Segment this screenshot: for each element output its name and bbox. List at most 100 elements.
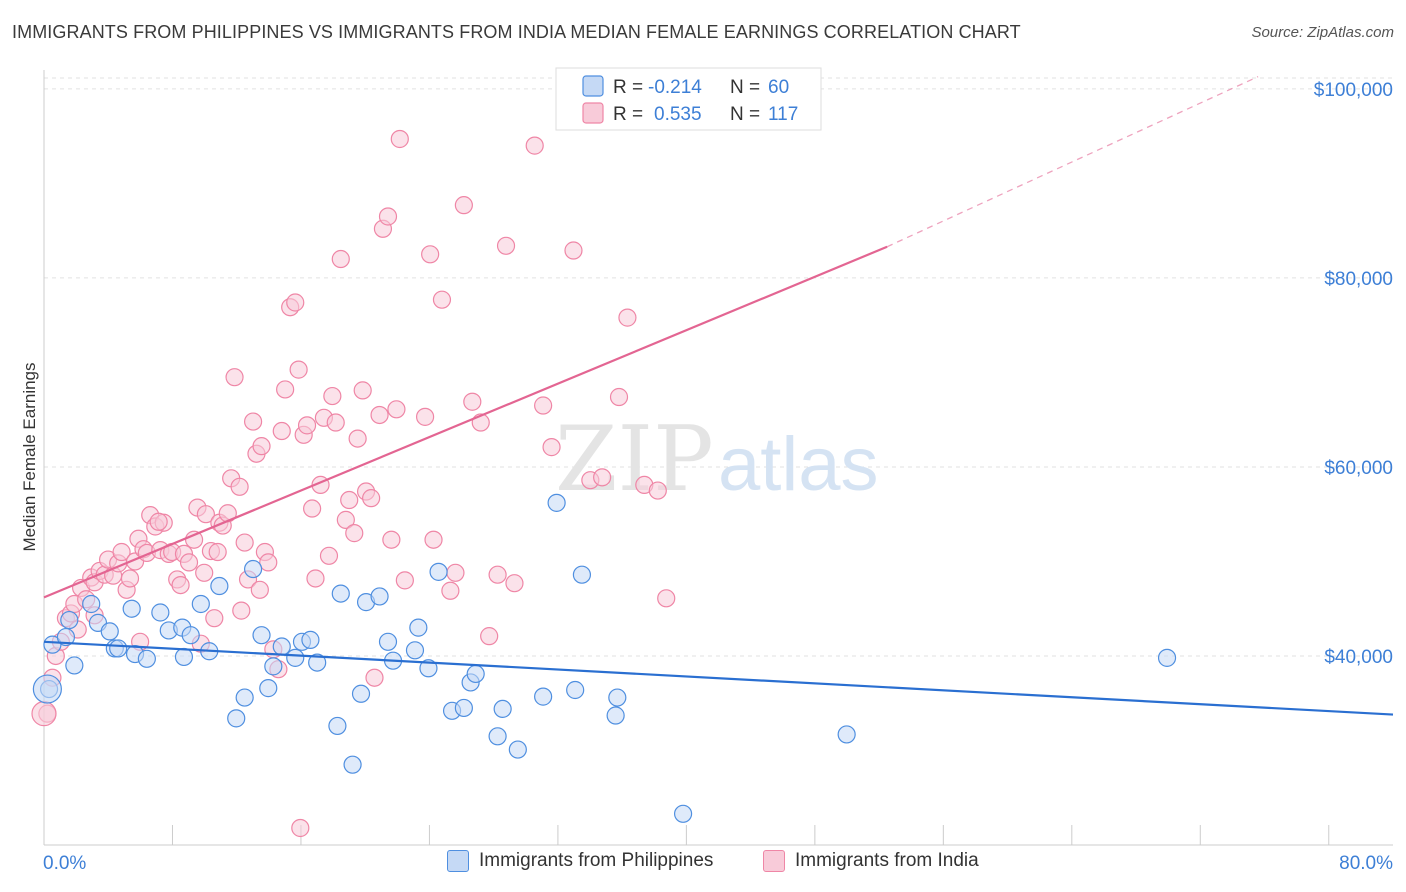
point-india (387, 400, 406, 419)
legend-r-label: R = (613, 104, 643, 125)
point-india (297, 416, 317, 435)
legend-swatch-pink (582, 102, 604, 124)
point-india (463, 392, 482, 411)
point-philippines (272, 637, 291, 656)
point-india (112, 542, 131, 562)
legend-n-value: 60 (768, 77, 789, 98)
legend-swatch-india (763, 850, 785, 872)
point-india (252, 437, 271, 456)
legend-item-philippines: Immigrants from Philippines (447, 850, 713, 872)
point-india (488, 565, 507, 584)
point-india (331, 249, 350, 269)
point-india (382, 530, 401, 549)
point-philippines (56, 627, 76, 647)
point-philippines (210, 576, 229, 596)
legend-label-india: Immigrants from India (795, 850, 979, 871)
point-india (289, 360, 308, 379)
point-philippines (174, 647, 194, 667)
legend-r-value: 0.535 (654, 104, 702, 125)
point-philippines (137, 649, 156, 668)
point-india (205, 609, 224, 628)
point-philippines (252, 626, 271, 645)
point-india (648, 481, 667, 500)
point-india (618, 308, 637, 327)
point-philippines (606, 706, 625, 725)
point-india (120, 569, 140, 588)
watermark-atlas: atlas (718, 422, 879, 507)
point-philippines (328, 716, 347, 736)
point-india (370, 405, 389, 425)
point-philippines (454, 698, 473, 718)
point-india (340, 490, 359, 510)
point-india (421, 245, 440, 264)
point-india (395, 571, 414, 590)
point-india (272, 421, 291, 441)
chart-title: IMMIGRANTS FROM PHILIPPINES VS IMMIGRANT… (12, 22, 1021, 42)
point-philippines (493, 699, 512, 719)
point-india (225, 368, 244, 387)
y-tick-label: $40,000 (1324, 647, 1393, 668)
point-philippines (351, 684, 371, 703)
point-india (179, 553, 199, 572)
point-india (525, 136, 544, 155)
tick-labels: $40,000 $60,000 $80,000 $100,000 0.0% 80.0% (43, 80, 1393, 874)
point-india (31, 701, 57, 727)
point-philippines (534, 687, 553, 706)
point-india (336, 510, 355, 529)
y-tick-label: $60,000 (1324, 458, 1393, 479)
point-philippines (65, 656, 84, 675)
legend-r-label: R = (613, 77, 643, 98)
point-philippines (409, 618, 428, 637)
point-india (609, 387, 629, 407)
y-tick-label: $80,000 (1324, 269, 1393, 290)
point-india (208, 542, 227, 562)
point-india (171, 575, 190, 595)
point-india (345, 524, 364, 543)
legend-item-india: Immigrants from India (763, 850, 979, 872)
point-philippines (191, 594, 210, 614)
point-india (480, 627, 499, 646)
point-philippines (547, 493, 566, 512)
point-india (319, 546, 339, 565)
point-philippines (572, 565, 592, 584)
point-india (657, 589, 676, 608)
source-label: Source: ZipAtlas.com (1251, 24, 1394, 41)
series-philippines (32, 493, 1177, 823)
point-india (362, 489, 381, 508)
point-philippines (181, 626, 200, 645)
point-india (348, 429, 367, 448)
point-india (276, 380, 295, 399)
point-philippines (286, 648, 305, 667)
point-india (291, 818, 310, 838)
point-philippines (837, 725, 856, 744)
point-india (415, 407, 435, 426)
legend-label-philippines: Immigrants from Philippines (479, 850, 714, 871)
point-india (235, 533, 254, 552)
trend-line-philippines (43, 640, 1394, 716)
point-india (196, 505, 215, 524)
x-tick-label: 80.0% (1339, 853, 1393, 874)
point-philippines (243, 559, 263, 579)
point-india (424, 530, 443, 549)
point-philippines (100, 622, 119, 641)
point-india (365, 668, 384, 687)
point-india (496, 236, 516, 255)
point-india (250, 580, 269, 599)
legend-swatch-blue (582, 75, 604, 97)
point-india (454, 196, 473, 215)
point-philippines (405, 641, 425, 660)
point-india (353, 381, 372, 400)
point-philippines (370, 587, 389, 606)
legend-swatch-philippines (447, 850, 469, 872)
point-philippines (331, 584, 350, 603)
point-india (564, 241, 583, 260)
point-philippines (343, 755, 362, 774)
point-philippines (429, 562, 448, 581)
legend-bottom: Immigrants from Philippines Immigrants f… (0, 850, 1406, 880)
point-philippines (151, 603, 170, 622)
legend-n-label: N = (730, 104, 760, 125)
point-india (505, 574, 524, 593)
point-philippines (259, 679, 278, 698)
point-philippines (82, 594, 101, 614)
